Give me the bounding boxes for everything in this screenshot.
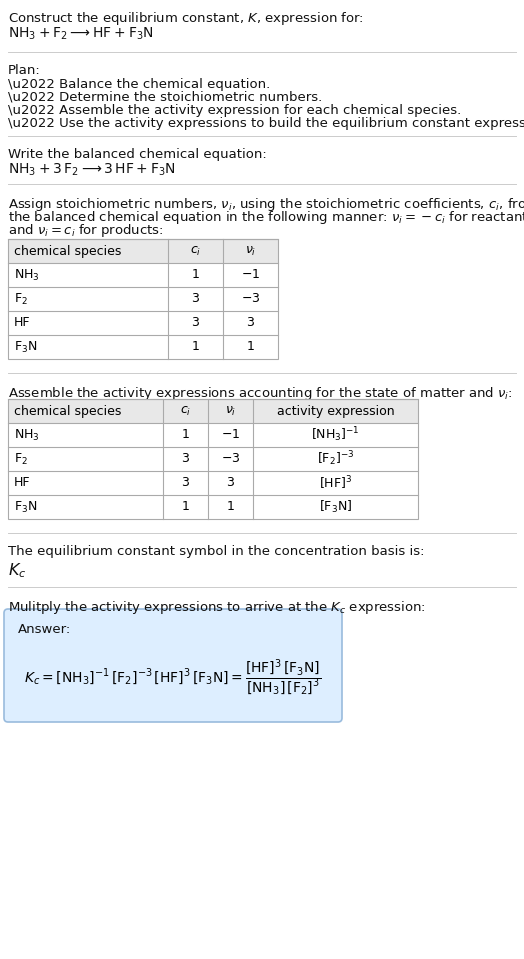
Text: $K_c$: $K_c$ bbox=[8, 561, 26, 579]
Bar bbox=[8, 399, 418, 519]
Text: 1: 1 bbox=[247, 340, 255, 354]
Text: $\mathrm{NH_3 + 3\,F_2 \longrightarrow 3\,HF + F_3N}$: $\mathrm{NH_3 + 3\,F_2 \longrightarrow 3… bbox=[8, 162, 176, 178]
Text: Write the balanced chemical equation:: Write the balanced chemical equation: bbox=[8, 148, 267, 161]
Text: and $\nu_i = c_i$ for products:: and $\nu_i = c_i$ for products: bbox=[8, 222, 163, 239]
Text: 3: 3 bbox=[226, 477, 234, 489]
Text: Mulitply the activity expressions to arrive at the $K_c$ expression:: Mulitply the activity expressions to arr… bbox=[8, 599, 426, 616]
Text: $-1$: $-1$ bbox=[241, 269, 260, 282]
Text: Assemble the activity expressions accounting for the state of matter and $\nu_i$: Assemble the activity expressions accoun… bbox=[8, 385, 512, 402]
Text: 1: 1 bbox=[192, 340, 200, 354]
Text: $\mathrm{F_2}$: $\mathrm{F_2}$ bbox=[14, 292, 28, 307]
Text: The equilibrium constant symbol in the concentration basis is:: The equilibrium constant symbol in the c… bbox=[8, 545, 424, 558]
Text: chemical species: chemical species bbox=[14, 245, 122, 258]
Text: 3: 3 bbox=[181, 453, 190, 465]
Text: $-1$: $-1$ bbox=[221, 429, 240, 441]
Text: 1: 1 bbox=[226, 501, 234, 513]
Text: \u2022 Balance the chemical equation.: \u2022 Balance the chemical equation. bbox=[8, 78, 270, 91]
Text: 1: 1 bbox=[181, 429, 190, 441]
Text: HF: HF bbox=[14, 477, 30, 489]
Text: $[\mathrm{F_2}]^{-3}$: $[\mathrm{F_2}]^{-3}$ bbox=[317, 450, 354, 468]
Bar bbox=[8, 239, 278, 359]
Text: Assign stoichiometric numbers, $\nu_i$, using the stoichiometric coefficients, $: Assign stoichiometric numbers, $\nu_i$, … bbox=[8, 196, 524, 213]
Text: Construct the equilibrium constant, $K$, expression for:: Construct the equilibrium constant, $K$,… bbox=[8, 10, 364, 27]
FancyBboxPatch shape bbox=[4, 609, 342, 722]
Text: Answer:: Answer: bbox=[18, 623, 71, 636]
Text: 3: 3 bbox=[192, 292, 200, 306]
Text: HF: HF bbox=[14, 316, 30, 330]
Text: \u2022 Use the activity expressions to build the equilibrium constant expression: \u2022 Use the activity expressions to b… bbox=[8, 117, 524, 130]
Text: $-3$: $-3$ bbox=[241, 292, 260, 306]
Text: $K_c = [\mathrm{NH_3}]^{-1}\,[\mathrm{F_2}]^{-3}\,[\mathrm{HF}]^3\,[\mathrm{F_3N: $K_c = [\mathrm{NH_3}]^{-1}\,[\mathrm{F_… bbox=[25, 657, 322, 697]
Text: \u2022 Assemble the activity expression for each chemical species.: \u2022 Assemble the activity expression … bbox=[8, 104, 461, 117]
Text: 1: 1 bbox=[181, 501, 190, 513]
Text: $\mathrm{F_2}$: $\mathrm{F_2}$ bbox=[14, 452, 28, 466]
Text: $\mathrm{NH_3}$: $\mathrm{NH_3}$ bbox=[14, 428, 40, 442]
Text: 1: 1 bbox=[192, 269, 200, 282]
Text: $\nu_i$: $\nu_i$ bbox=[225, 405, 236, 417]
Text: $\mathrm{F_3N}$: $\mathrm{F_3N}$ bbox=[14, 500, 37, 515]
Text: 3: 3 bbox=[181, 477, 190, 489]
Text: $[\mathrm{F_3N}]$: $[\mathrm{F_3N}]$ bbox=[319, 499, 352, 515]
Bar bbox=[8, 399, 418, 423]
Text: \u2022 Determine the stoichiometric numbers.: \u2022 Determine the stoichiometric numb… bbox=[8, 91, 322, 104]
Text: activity expression: activity expression bbox=[277, 405, 395, 417]
Text: $c_i$: $c_i$ bbox=[180, 405, 191, 417]
Text: Plan:: Plan: bbox=[8, 64, 41, 77]
Text: $\mathrm{NH_3}$: $\mathrm{NH_3}$ bbox=[14, 268, 40, 283]
Text: $\mathrm{F_3N}$: $\mathrm{F_3N}$ bbox=[14, 339, 37, 355]
Text: 3: 3 bbox=[247, 316, 255, 330]
Text: chemical species: chemical species bbox=[14, 405, 122, 417]
Text: $\mathrm{NH_3 + F_2 \longrightarrow HF + F_3N}$: $\mathrm{NH_3 + F_2 \longrightarrow HF +… bbox=[8, 26, 154, 42]
Text: the balanced chemical equation in the following manner: $\nu_i = -c_i$ for react: the balanced chemical equation in the fo… bbox=[8, 209, 524, 226]
Text: $c_i$: $c_i$ bbox=[190, 245, 201, 258]
Text: $[\mathrm{HF}]^3$: $[\mathrm{HF}]^3$ bbox=[319, 475, 352, 492]
Text: 3: 3 bbox=[192, 316, 200, 330]
Bar bbox=[8, 239, 278, 263]
Text: $-3$: $-3$ bbox=[221, 453, 240, 465]
Text: $\nu_i$: $\nu_i$ bbox=[245, 245, 256, 258]
Text: $[\mathrm{NH_3}]^{-1}$: $[\mathrm{NH_3}]^{-1}$ bbox=[311, 426, 360, 444]
